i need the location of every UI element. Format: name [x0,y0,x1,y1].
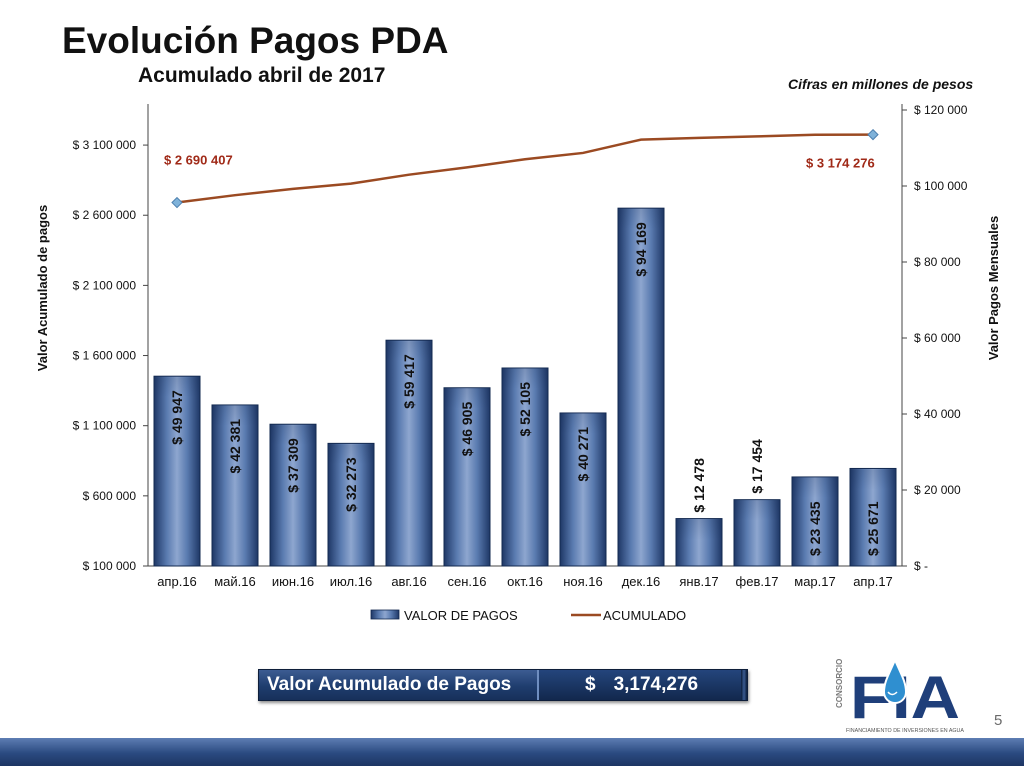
water-drop-icon [882,657,908,704]
y-tick-label-right: $ - [914,559,928,573]
x-tick-label: май.16 [214,574,256,589]
bar-data-label: $ 49 947 [169,390,185,445]
bar-2 [269,423,317,567]
x-tick-label: сен.16 [448,574,487,589]
y-tick-label-right: $ 20 000 [914,483,961,497]
x-tick-label: апр.16 [157,574,197,589]
bar-6 [501,367,549,567]
logo-caption: FINANCIAMIENTO DE INVERSIONES EN AGUA [846,728,964,734]
x-tick-label: июл.16 [330,574,372,589]
bar-4 [385,339,433,567]
bar-data-label: $ 94 169 [633,222,649,277]
summary-box: Valor Acumulado de Pagos $ 3,174,276 [258,669,748,701]
x-tick-label: мар.17 [794,574,835,589]
x-tick-label: фев.17 [736,574,779,589]
y-tick-label-left: $ 600 000 [83,489,137,503]
x-tick-label: апр.17 [853,574,893,589]
bar-highlight [271,425,315,446]
y-axis-title-left: Valor Acumulado de pagos [35,205,50,371]
page-number: 5 [994,712,1003,729]
legend-label-bar: VALOR DE PAGOS [404,608,518,623]
bar-7 [559,412,607,567]
y-tick-label-left: $ 2 600 000 [73,208,137,222]
bar-data-label: $ 25 671 [865,501,881,556]
summary-edge [741,670,747,700]
bar-data-label: $ 17 454 [749,439,765,494]
summary-value-cell: $ 3,174,276 [537,670,741,700]
summary-currency: $ [585,674,596,695]
footer-bar [0,738,1024,766]
line-marker-12 [867,128,879,141]
bar-highlight [851,469,895,490]
x-tick-label: июн.16 [272,574,314,589]
bar-data-label: $ 37 309 [285,438,301,493]
bar-5 [443,387,491,567]
bar-highlight [387,341,431,362]
bar-data-label: $ 23 435 [807,501,823,556]
bar-highlight [329,444,373,465]
y-tick-label-left: $ 2 100 000 [73,278,137,292]
accumulated-line [176,133,874,204]
summary-value: 3,174,276 [613,674,699,695]
page-subtitle: Acumulado abril de 2017 [138,64,386,87]
y-tick-label-right: $ 80 000 [914,255,961,269]
y-axis-title-right: Valor Pagos Mensuales [986,216,1001,361]
x-tick-label: дек.16 [622,574,661,589]
bar-highlight [793,477,837,498]
y-tick-label-right: $ 40 000 [914,407,961,421]
bar-data-label: $ 40 271 [575,427,591,482]
y-tick-label-right: $ 60 000 [914,331,961,345]
bar-highlight [619,209,663,230]
legend-label-line: ACUMULADO [603,608,686,623]
summary-label: Valor Acumulado de Pagos [259,670,537,700]
y-tick-label-right: $ 120 000 [914,103,968,117]
bar-highlight [445,388,489,409]
bar-highlight [677,519,721,540]
x-tick-label: ноя.16 [563,574,603,589]
y-tick-label-right: $ 100 000 [914,179,968,193]
bar-data-label: $ 52 105 [517,382,533,437]
bar-highlight [735,500,779,521]
units-note: Cifras en millones de pesos [788,76,974,92]
bar-data-label: $ 32 273 [343,457,359,512]
bar-data-label: $ 46 905 [459,402,475,457]
fia-logo: CONSORCIO FIA FINANCIAMIENTO DE INVERSIO… [835,657,964,734]
line-marker-0 [171,196,183,209]
y-tick-label-left: $ 3 100 000 [73,138,137,152]
logo-side-text: CONSORCIO [835,659,844,708]
y-tick-label-left: $ 100 000 [83,559,137,573]
page-title: Evolución Pagos PDA [62,20,449,61]
x-tick-label: окт.16 [507,574,543,589]
x-tick-label: авг.16 [391,574,426,589]
bar-data-label: $ 12 478 [691,458,707,513]
legend-swatch-bar [370,609,400,620]
bar-highlight [503,369,547,390]
bar-8 [617,207,665,567]
payments-chart: $ 100 000 $ 600 000 $ 1 100 000 $ 1 600 000… [35,103,1001,623]
bar-highlight [155,377,199,398]
y-tick-label-left: $ 1 600 000 [73,349,137,363]
bar-highlight [213,405,257,426]
line-data-label: $ 2 690 407 [164,153,233,168]
bar-0 [153,375,201,567]
bar-1 [211,404,259,567]
y-tick-label-left: $ 1 100 000 [73,419,137,433]
bar-highlight [561,413,605,434]
x-tick-label: янв.17 [679,574,718,589]
bar-data-label: $ 59 417 [401,354,417,409]
line-data-label: $ 3 174 276 [806,156,875,171]
bar-data-label: $ 42 381 [227,419,243,474]
